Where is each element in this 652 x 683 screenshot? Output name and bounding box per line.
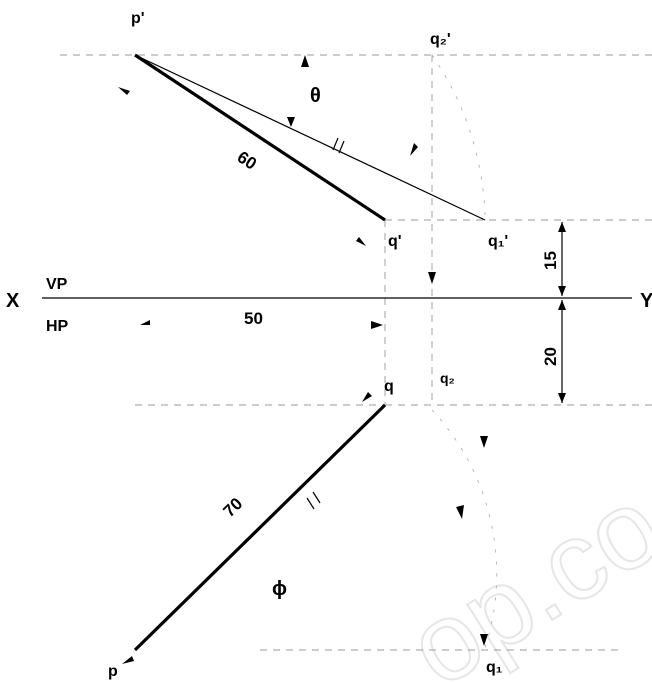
label-vp: VP <box>46 276 68 293</box>
label-q-top: q <box>384 378 394 395</box>
true-length-line-front <box>134 54 486 221</box>
dimension-50: 50 <box>244 309 263 328</box>
dimension-arrows <box>118 55 566 664</box>
label-p-front: p' <box>131 10 145 27</box>
label-x: X <box>6 290 20 312</box>
label-q2-front: q₂' <box>430 31 451 48</box>
arrow-20-top <box>558 300 566 310</box>
label-y: Y <box>640 290 652 312</box>
label-phi: ϕ <box>272 578 287 600</box>
parallel-tick <box>312 491 321 504</box>
arc-front-view <box>431 54 486 216</box>
arrow-50-left <box>140 320 150 325</box>
arrow-15-bottom <box>558 286 566 296</box>
arrow-p-front <box>118 87 130 95</box>
parallel-tick <box>306 497 315 510</box>
theta-arrow-top <box>301 55 309 67</box>
arrow-p-top <box>122 656 134 664</box>
arrow-arc-top-b <box>456 505 464 519</box>
label-p-top: p <box>108 663 118 680</box>
arrow-q1-top <box>480 634 488 646</box>
label-q1-top: q₁ <box>486 659 503 676</box>
label-theta: θ <box>310 85 321 107</box>
front-view-line-60 <box>134 53 386 222</box>
arrow-q2-vertical <box>428 272 436 284</box>
label-q-front: q' <box>388 233 402 250</box>
parallel-tick <box>338 140 345 154</box>
projector-lines <box>60 54 652 651</box>
top-view-line-70 <box>133 403 387 652</box>
dimension-20: 20 <box>541 347 560 366</box>
parallel-tick <box>332 137 339 151</box>
arrow-arc-front <box>410 143 418 156</box>
construction-arcs <box>431 54 498 649</box>
parallel-marks <box>306 137 345 510</box>
label-q1-front: q₁' <box>488 233 508 250</box>
arrow-15-top <box>558 222 566 232</box>
label-q2-top: q₂ <box>440 370 455 386</box>
dimension-60: 60 <box>234 147 260 173</box>
theta-arrow-bottom <box>287 117 295 127</box>
arrow-q-top <box>362 392 372 402</box>
arrow-50-right <box>371 321 383 329</box>
label-hp: HP <box>46 318 69 335</box>
dimension-70: 70 <box>220 494 247 521</box>
arrow-20-bottom <box>558 393 566 403</box>
dimension-15: 15 <box>541 251 560 270</box>
arrow-q-front <box>356 237 366 246</box>
arrow-arc-top-a <box>480 436 488 448</box>
